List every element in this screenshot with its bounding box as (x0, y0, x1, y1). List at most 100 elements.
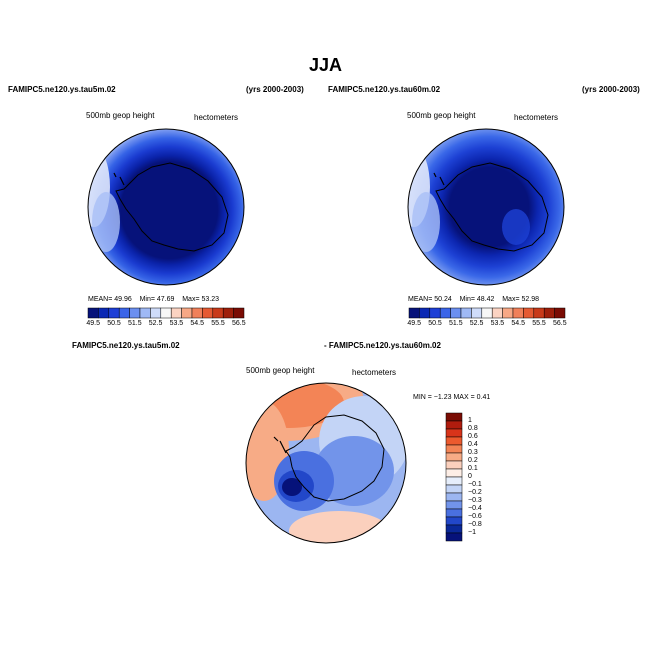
colorbar-tick-label: 1 (468, 417, 472, 424)
colorbar-swatch (445, 420, 463, 430)
panel1-variable: 500mb geop height (86, 111, 155, 120)
colorbar-swatch (445, 476, 463, 486)
colorbar-swatch (139, 307, 151, 319)
colorbar-swatch (98, 307, 110, 319)
colorbar-tick-label: 0.2 (468, 457, 478, 464)
colorbar-tick-label: 54.5 (190, 320, 204, 327)
colorbar-tick-label: 49.5 (407, 320, 422, 327)
colorbar-swatch (445, 468, 463, 478)
colorbar-swatch (445, 516, 463, 526)
colorbar-tick-label: 50.5 (107, 320, 121, 327)
panel2-polar-map (407, 128, 565, 286)
panel1-units: hectometers (194, 113, 239, 122)
colorbar-swatch (445, 508, 463, 518)
panel2-stats: MEAN= 50.24 Min= 48.42 Max= 52.98 (408, 296, 540, 303)
colorbar-swatch (554, 307, 566, 319)
colorbar-swatch (460, 307, 472, 319)
colorbar-swatch (191, 307, 203, 319)
panel1-stats: MEAN= 49.96 Min= 47.69 Max= 53.23 (88, 296, 220, 303)
colorbar-tick-label: 53.5 (169, 320, 184, 327)
colorbar-tick-label: 49.5 (86, 320, 101, 327)
colorbar-swatch (181, 307, 193, 319)
colorbar-swatch (450, 307, 462, 319)
panel2-colorbar (408, 307, 566, 319)
colorbar-swatch (233, 307, 245, 319)
colorbar-tick-label: −1 (468, 529, 476, 536)
colorbar-swatch (108, 307, 120, 319)
colorbar-swatch (481, 307, 493, 319)
colorbar-tick-label: −0.2 (468, 489, 482, 496)
colorbar-tick-label: −0.1 (468, 481, 482, 488)
colorbar-swatch (150, 307, 162, 319)
colorbar-swatch (523, 307, 535, 319)
colorbar-swatch (118, 307, 130, 319)
colorbar-tick-label: 0.1 (468, 465, 478, 472)
colorbar-tick-label: 52.5 (148, 320, 163, 327)
panel2-variable: 500mb geop height (407, 111, 476, 120)
colorbar-swatch (445, 484, 463, 494)
colorbar-swatch (445, 460, 463, 470)
panel2-years: (yrs 2000-2003) (582, 85, 640, 94)
panel2-colorbar-labels: 49.5 50.5 51.5 52.5 53.5 54.5 55.5 56.5 (407, 320, 566, 330)
panel1-case-name: FAMIPC5.ne120.ys.tau5m.02 (8, 85, 116, 94)
colorbar-swatch (502, 307, 514, 319)
colorbar-swatch (212, 307, 224, 319)
colorbar-swatch (202, 307, 214, 319)
colorbar-tick-label: −0.6 (468, 513, 482, 520)
difference-colorbar (445, 412, 463, 542)
colorbar-swatch (419, 307, 431, 319)
colorbar-swatch (160, 307, 172, 319)
diff-min-max: MIN = −1.23 MAX = 0.41 (413, 394, 491, 401)
colorbar-tick-label: −0.8 (468, 521, 482, 528)
antarctica-coastline (115, 162, 229, 252)
colorbar-swatch (445, 436, 463, 446)
colorbar-swatch (445, 444, 463, 454)
colorbar-swatch (445, 524, 463, 534)
colorbar-tick-label: 51.5 (448, 320, 463, 327)
colorbar-swatch (170, 307, 182, 319)
colorbar-swatch (87, 307, 99, 319)
panel2-case-name: FAMIPC5.ne120.ys.tau60m.02 (328, 85, 441, 94)
panel1-polar-map (87, 128, 245, 286)
colorbar-swatch (491, 307, 503, 319)
colorbar-swatch (445, 412, 463, 422)
diff-case-a: FAMIPC5.ne120.ys.tau5m.02 (72, 341, 180, 350)
difference-colorbar-labels: 1 0.8 0.6 0.4 0.3 0.2 0.1 0 −0.1 −0.2 −0.3 −0.4 −0.6… (468, 413, 508, 541)
page-title: JJA (309, 55, 343, 75)
colorbar-tick-label: 51.5 (127, 320, 142, 327)
diff-units: hectometers (352, 368, 397, 377)
panel2-units: hectometers (514, 113, 559, 122)
panel1-colorbar (87, 307, 245, 319)
colorbar-swatch (408, 307, 420, 319)
colorbar-swatch (445, 500, 463, 510)
colorbar-tick-label: 0.6 (468, 433, 478, 440)
colorbar-swatch (512, 307, 524, 319)
colorbar-swatch (533, 307, 545, 319)
colorbar-tick-label: 0.4 (468, 441, 478, 448)
colorbar-tick-label: 54.5 (511, 320, 525, 327)
colorbar-tick-label: 0.8 (468, 425, 478, 432)
difference-polar-map (245, 382, 407, 544)
colorbar-swatch (445, 428, 463, 438)
colorbar-swatch (445, 532, 463, 542)
colorbar-tick-label: 52.5 (469, 320, 484, 327)
colorbar-tick-label: 56.5 (231, 320, 246, 327)
panel1-years: (yrs 2000-2003) (246, 85, 304, 94)
colorbar-tick-label: 0 (468, 473, 472, 480)
panel1-colorbar-labels: 49.5 50.5 51.5 52.5 53.5 54.5 55.5 56.5 (86, 320, 245, 330)
colorbar-swatch (129, 307, 141, 319)
colorbar-swatch (222, 307, 234, 319)
colorbar-swatch (439, 307, 451, 319)
colorbar-swatch (445, 452, 463, 462)
colorbar-tick-label: 55.5 (211, 320, 225, 327)
colorbar-tick-label: 50.5 (428, 320, 442, 327)
colorbar-tick-label: 53.5 (490, 320, 505, 327)
diff-variable: 500mb geop height (246, 366, 315, 375)
colorbar-tick-label: 56.5 (552, 320, 567, 327)
colorbar-swatch (543, 307, 555, 319)
diff-case-b: - FAMIPC5.ne120.ys.tau60m.02 (324, 341, 441, 350)
colorbar-tick-label: −0.4 (468, 505, 482, 512)
colorbar-tick-label: −0.3 (468, 497, 482, 504)
colorbar-tick-label: 0.3 (468, 449, 478, 456)
colorbar-tick-label: 55.5 (532, 320, 546, 327)
